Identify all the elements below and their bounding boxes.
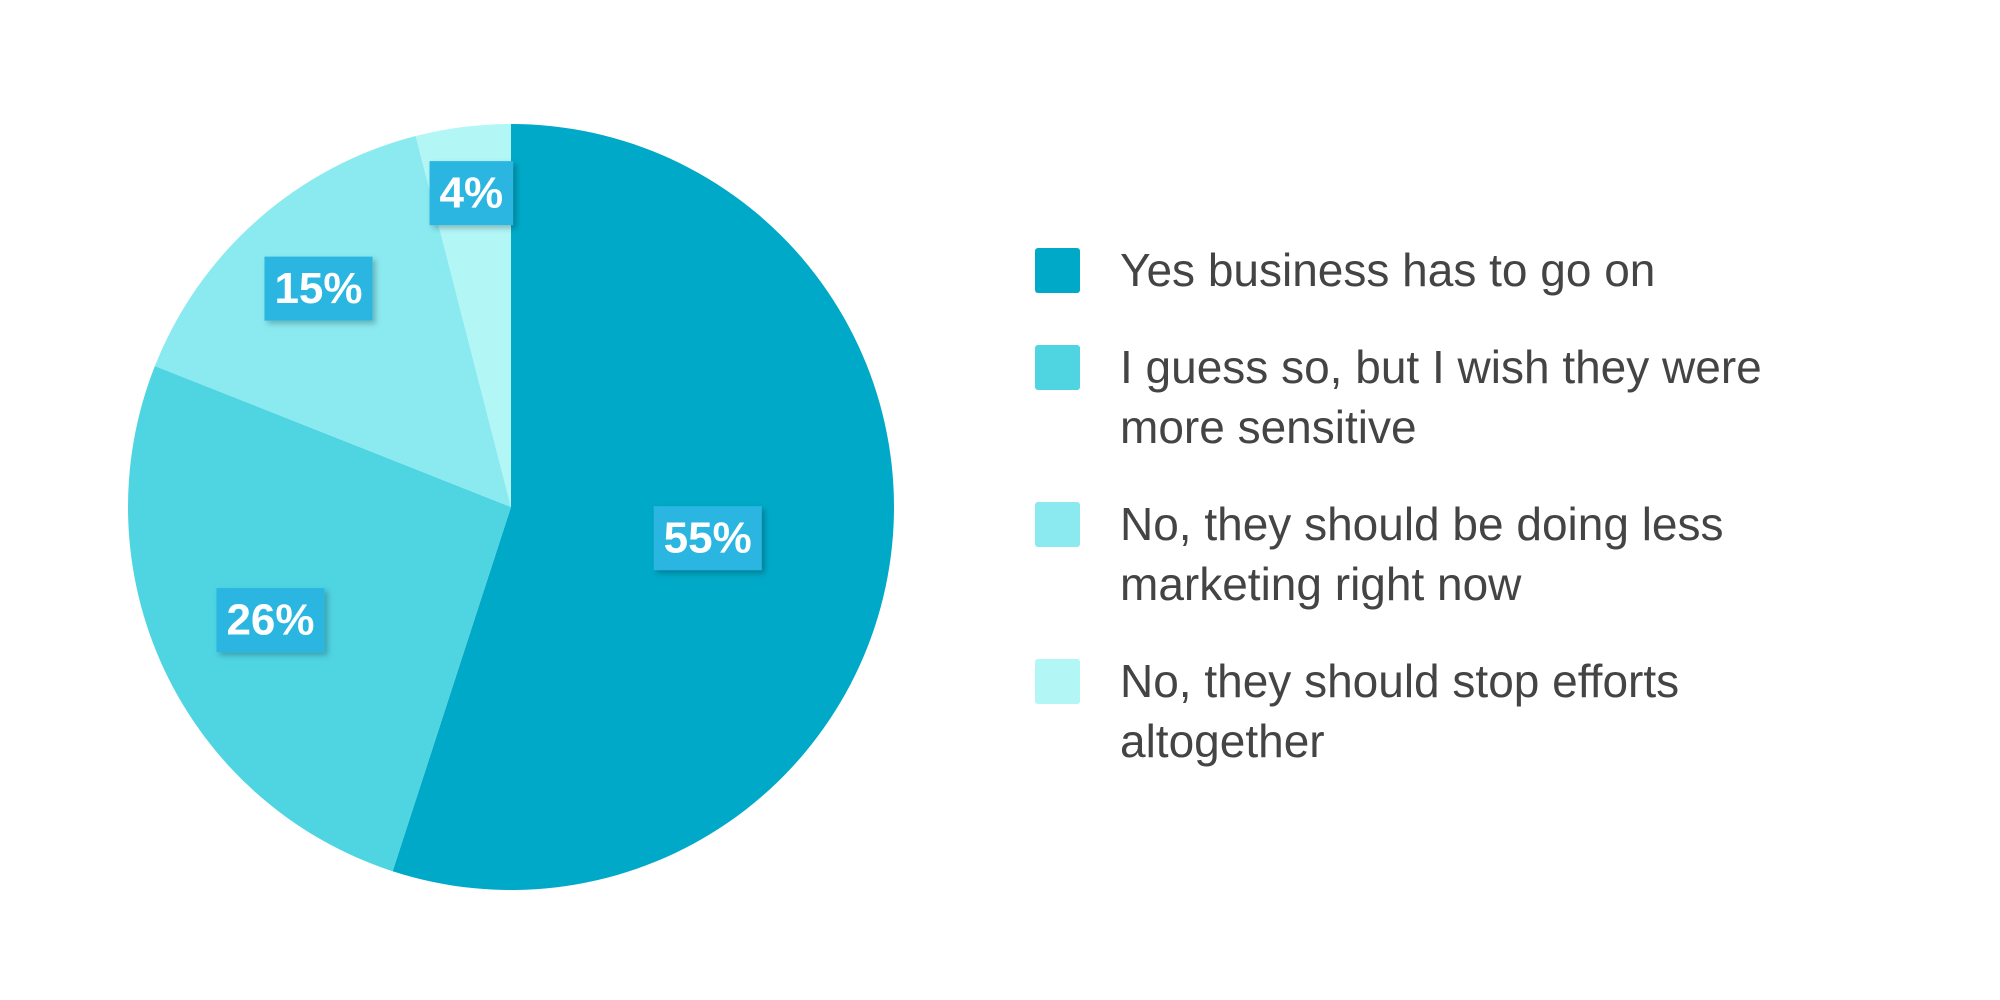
value-label-box bbox=[264, 256, 373, 321]
value-label-box bbox=[216, 588, 325, 653]
legend-item: Yes business has to go on bbox=[1035, 240, 1820, 300]
value-label-box bbox=[429, 161, 514, 226]
legend-item: I guess so, but I wish they were more se… bbox=[1035, 337, 1820, 457]
value-label: 15% bbox=[264, 256, 373, 321]
legend-item: No, they should stop efforts altogether bbox=[1035, 651, 1820, 771]
legend-item: No, they should be doing less marketing … bbox=[1035, 494, 1820, 614]
legend: Yes business has to go on I guess so, but… bbox=[1035, 240, 1820, 771]
legend-swatch bbox=[1035, 345, 1080, 390]
value-label-text: 26% bbox=[226, 596, 314, 645]
legend-label: No, they should stop efforts altogether bbox=[1120, 655, 1680, 767]
chart: 55% 26% 15% 4% bbox=[127, 124, 895, 890]
pie-slice bbox=[154, 136, 511, 507]
value-label-text: 55% bbox=[664, 514, 752, 563]
value-label: 26% bbox=[216, 588, 325, 653]
pie-slice bbox=[392, 124, 895, 890]
legend-label: No, they should be doing less marketing … bbox=[1120, 498, 1724, 610]
legend-swatch bbox=[1035, 502, 1080, 547]
legend-label: Yes business has to go on bbox=[1120, 244, 1656, 296]
value-label-text: 4% bbox=[440, 169, 504, 218]
legend-swatch bbox=[1035, 659, 1080, 704]
legend-label: I guess so, but I wish they were more se… bbox=[1120, 341, 1762, 453]
value-label-box bbox=[653, 506, 762, 571]
value-label-text: 15% bbox=[274, 264, 362, 313]
legend-swatch bbox=[1035, 248, 1080, 293]
value-label: 4% bbox=[429, 161, 514, 226]
value-label: 55% bbox=[653, 506, 762, 571]
